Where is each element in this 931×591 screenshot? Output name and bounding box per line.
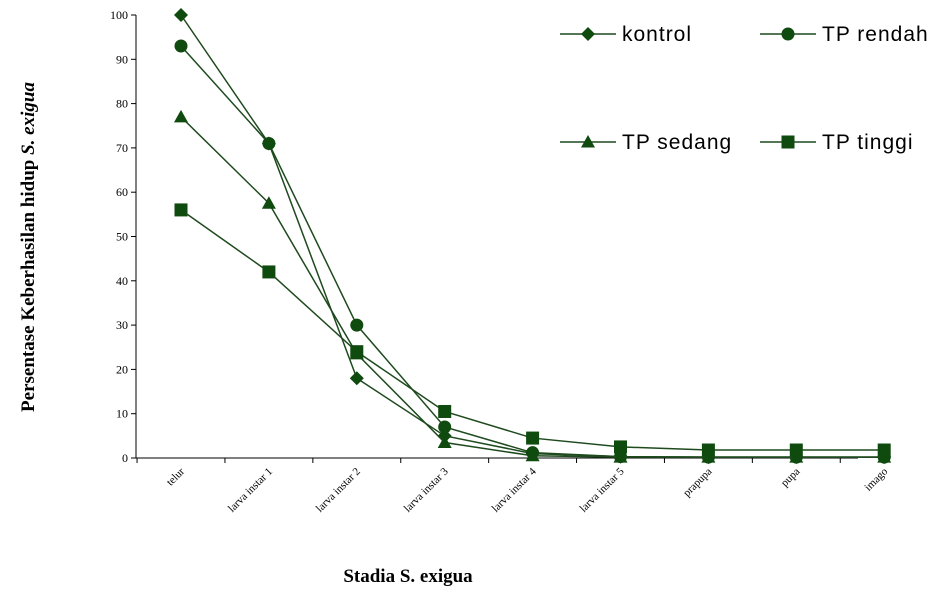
x-tick-label: larva instar 3 (402, 465, 451, 514)
legend-item: kontrol (560, 23, 692, 46)
circle-marker (438, 420, 452, 434)
series-tp-rendah (174, 39, 891, 464)
x-tick-label: larva instar 1 (226, 466, 275, 515)
diamond-marker (174, 8, 188, 22)
square-marker (614, 440, 627, 454)
legend-label: kontrol (622, 23, 692, 46)
series-line (180, 14, 885, 458)
x-tick-label: pupa (779, 466, 803, 490)
square-marker (877, 443, 891, 457)
circle-marker (262, 136, 276, 150)
axes (131, 14, 858, 463)
x-axis-title: Stadia S. exigua (343, 566, 473, 587)
y-tick-label: 70 (116, 141, 128, 155)
legend-item: TP rendah (760, 23, 929, 46)
y-tick-label: 20 (116, 362, 128, 376)
y-tick-labels: 0 10 20 30 40 50 60 70 80 90 100 (110, 8, 128, 465)
y-tick-label: 90 (116, 52, 128, 66)
square-marker (174, 203, 188, 217)
y-tick-label: 50 (116, 230, 128, 244)
y-axis-title: Persentase Keberhasilan hidup S. exigua (18, 82, 39, 412)
series-line (180, 45, 885, 458)
y-tick-label: 100 (110, 8, 128, 22)
y-axis-title-main: Persentase Keberhasilan hidup (18, 155, 39, 412)
series-lines (174, 8, 892, 465)
legend-label: TP sedang (622, 131, 732, 154)
series-kontrol (174, 8, 892, 465)
series-line (180, 209, 885, 451)
square-marker (701, 443, 715, 457)
legend-label: TP rendah (822, 23, 929, 46)
triangle-marker (581, 135, 595, 148)
triangle-marker (174, 109, 188, 123)
triangle-marker (525, 448, 540, 462)
x-tick-label: larva instar 5 (578, 465, 627, 514)
legend-label: TP tinggi (822, 131, 914, 154)
y-axis-title-species: S. exigua (18, 82, 39, 155)
x-tick-label: larva instar 4 (490, 465, 539, 514)
y-tick-label: 10 (116, 407, 128, 421)
circle-marker (174, 39, 188, 53)
legend-item: TP tinggi (760, 131, 914, 154)
svg-text:Persentase Keberhasilan hidup: Persentase Keberhasilan hidup S. exigua (18, 82, 39, 412)
triangle-marker (261, 196, 276, 209)
series-tp-tinggi (174, 203, 891, 457)
y-tick-label: 40 (116, 274, 128, 288)
diamond-marker (349, 371, 364, 386)
x-tick-labels: telur larva instar 1 larva instar 2 larva i… (164, 465, 890, 514)
legend: kontrol TP rendah TP sedang TP tinggi (560, 23, 929, 154)
triangle-marker (437, 435, 452, 448)
y-tick-label: 80 (116, 97, 128, 111)
triangle-marker (613, 450, 628, 463)
y-tick-label: 60 (116, 185, 128, 199)
x-tick-label: telur (164, 465, 187, 488)
square-marker (350, 345, 364, 359)
x-tick-label: prapupa (681, 466, 715, 500)
square-marker (789, 443, 803, 457)
y-tick-label: 30 (116, 318, 128, 332)
square-marker (438, 404, 452, 418)
circle-marker (781, 27, 795, 41)
x-tick-label: imago (862, 465, 890, 493)
circle-marker (350, 318, 364, 332)
x-tick-label: larva instar 2 (314, 466, 363, 515)
square-marker (262, 265, 276, 279)
legend-item: TP sedang (560, 131, 732, 154)
series-tp-sedang (174, 109, 892, 463)
y-tick-label: 0 (122, 451, 128, 465)
diamond-marker (581, 27, 595, 41)
square-marker (526, 431, 540, 445)
square-marker (781, 135, 795, 149)
